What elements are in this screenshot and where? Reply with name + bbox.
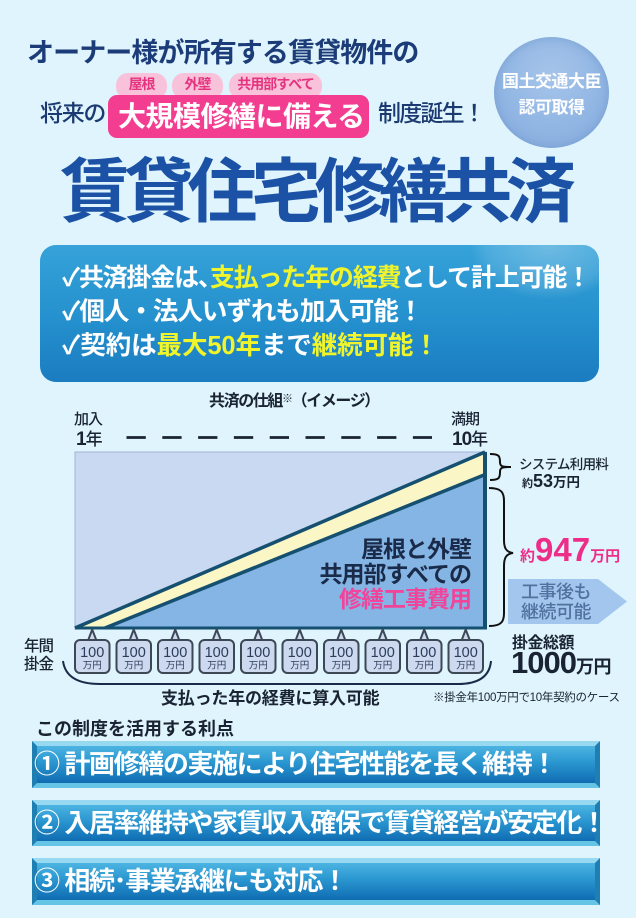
- svg-text:約53万円: 約53万円: [522, 471, 580, 491]
- svg-text:万円: 万円: [207, 661, 226, 672]
- svg-text:万円: 万円: [373, 661, 392, 672]
- svg-text:100: 100: [412, 645, 436, 661]
- svg-text:屋根と外壁: 屋根と外壁: [361, 536, 472, 562]
- svg-text:万円: 万円: [124, 661, 143, 672]
- svg-text:共済の仕組※（イメージ）: 共済の仕組※（イメージ）: [209, 391, 379, 410]
- svg-text:工事後も: 工事後も: [521, 582, 591, 602]
- svg-text:約947万円: 約947万円: [520, 531, 620, 568]
- svg-text:万円: 万円: [332, 661, 351, 672]
- svg-text:万円: 万円: [290, 661, 309, 672]
- svg-text:掛金総額: 掛金総額: [512, 633, 575, 652]
- svg-text:100: 100: [205, 645, 229, 661]
- svg-text:100: 100: [246, 645, 270, 661]
- svg-text:支払った年の経費に算入可能: 支払った年の経費に算入可能: [161, 688, 380, 708]
- svg-text:※掛金年100万円で10年契約のケース: ※掛金年100万円で10年契約のケース: [433, 690, 620, 704]
- svg-text:100: 100: [329, 645, 353, 661]
- svg-text:加入: 加入: [74, 411, 103, 428]
- svg-text:100: 100: [454, 645, 478, 661]
- svg-text:万円: 万円: [83, 661, 102, 672]
- svg-text:万円: 万円: [415, 661, 434, 672]
- svg-text:継続可能: 継続可能: [521, 602, 591, 622]
- svg-text:1000万円: 1000万円: [511, 645, 611, 680]
- svg-text:万円: 万円: [249, 661, 268, 672]
- svg-text:修繕工事費用: 修繕工事費用: [339, 586, 471, 612]
- svg-text:万円: 万円: [456, 661, 475, 672]
- svg-text:100: 100: [288, 645, 312, 661]
- svg-text:満期: 満期: [451, 411, 479, 428]
- svg-text:100: 100: [163, 645, 187, 661]
- svg-text:100: 100: [371, 645, 395, 661]
- svg-text:共用部すべての: 共用部すべての: [320, 561, 471, 587]
- svg-text:年間: 年間: [24, 637, 54, 655]
- svg-text:掛金: 掛金: [24, 655, 55, 673]
- svg-text:システム利用料: システム利用料: [519, 457, 609, 472]
- svg-text:1年: 1年: [76, 429, 103, 450]
- svg-text:100: 100: [122, 645, 146, 661]
- svg-text:100: 100: [80, 645, 104, 661]
- svg-text:万円: 万円: [166, 661, 185, 672]
- svg-text:10年: 10年: [452, 429, 488, 450]
